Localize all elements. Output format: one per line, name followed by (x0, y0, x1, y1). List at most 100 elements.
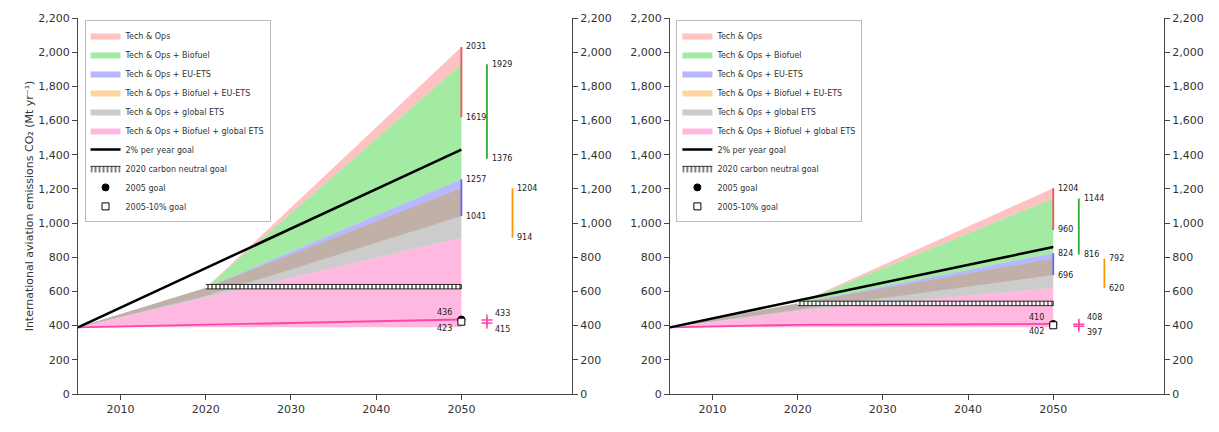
svg-text:824: 824 (1058, 249, 1073, 258)
svg-text:2005-10% goal: 2005-10% goal (126, 203, 187, 212)
svg-text:2020: 2020 (192, 403, 220, 416)
svg-text:Tech & Ops + EU-ETS: Tech & Ops + EU-ETS (125, 70, 211, 79)
svg-text:2010: 2010 (107, 403, 135, 416)
svg-text:800: 800 (49, 251, 70, 264)
svg-text:2,000: 2,000 (38, 46, 70, 59)
svg-text:2,200: 2,200 (38, 12, 70, 25)
svg-text:1,000: 1,000 (580, 217, 612, 230)
svg-text:2020: 2020 (784, 403, 812, 416)
svg-text:1,600: 1,600 (1172, 114, 1204, 127)
svg-text:2,000: 2,000 (1172, 46, 1204, 59)
svg-text:0: 0 (655, 388, 662, 401)
svg-text:200: 200 (1172, 354, 1193, 367)
svg-text:Tech & Ops + Biofuel + global: Tech & Ops + Biofuel + global ETS (125, 127, 264, 136)
svg-text:Tech & Ops + Biofuel: Tech & Ops + Biofuel (716, 51, 801, 60)
svg-text:436: 436 (437, 308, 452, 317)
svg-text:1,800: 1,800 (580, 80, 612, 93)
svg-text:1,400: 1,400 (38, 149, 70, 162)
svg-text:1,000: 1,000 (630, 217, 662, 230)
svg-text:1619: 1619 (466, 113, 486, 122)
svg-text:1,800: 1,800 (38, 80, 70, 93)
svg-text:Tech & Ops + Biofuel + EU-ETS: Tech & Ops + Biofuel + EU-ETS (125, 89, 251, 98)
svg-text:696: 696 (1058, 271, 1073, 280)
svg-text:2020 carbon neutral goal: 2020 carbon neutral goal (717, 165, 818, 174)
svg-text:415: 415 (495, 325, 510, 334)
svg-text:2005 goal: 2005 goal (717, 184, 757, 193)
svg-text:2005 goal: 2005 goal (126, 184, 166, 193)
svg-text:2% per year goal: 2% per year goal (126, 146, 195, 155)
svg-text:Tech & Ops: Tech & Ops (125, 32, 171, 41)
svg-text:1204: 1204 (1058, 184, 1078, 193)
svg-text:400: 400 (1172, 319, 1193, 332)
svg-text:200: 200 (49, 354, 70, 367)
svg-text:1929: 1929 (492, 60, 512, 69)
svg-text:2040: 2040 (362, 403, 390, 416)
svg-text:Tech & Ops: Tech & Ops (716, 32, 762, 41)
svg-text:0: 0 (63, 388, 70, 401)
svg-text:Tech & Ops + Biofuel + global: Tech & Ops + Biofuel + global ETS (716, 127, 855, 136)
svg-text:400: 400 (49, 319, 70, 332)
svg-text:1,600: 1,600 (580, 114, 612, 127)
svg-text:200: 200 (580, 354, 601, 367)
svg-text:1,600: 1,600 (630, 114, 662, 127)
svg-text:1,200: 1,200 (580, 183, 612, 196)
svg-text:2,200: 2,200 (630, 12, 662, 25)
svg-text:Tech & Ops + EU-ETS: Tech & Ops + EU-ETS (716, 70, 802, 79)
svg-text:2020 carbon neutral goal: 2020 carbon neutral goal (126, 165, 227, 174)
svg-text:Tech & Ops + Biofuel: Tech & Ops + Biofuel (125, 51, 210, 60)
svg-text:2010: 2010 (698, 403, 726, 416)
svg-text:International aviation emissio: International aviation emissions CO₂ (Mt… (23, 81, 36, 332)
svg-text:914: 914 (517, 233, 532, 242)
svg-text:2050: 2050 (447, 403, 475, 416)
svg-text:1,400: 1,400 (630, 149, 662, 162)
svg-text:1,800: 1,800 (630, 80, 662, 93)
svg-text:1144: 1144 (1084, 194, 1104, 203)
svg-text:1,400: 1,400 (1172, 149, 1204, 162)
svg-text:1,200: 1,200 (38, 183, 70, 196)
svg-text:1,800: 1,800 (1172, 80, 1204, 93)
svg-text:2,200: 2,200 (1172, 12, 1204, 25)
svg-text:400: 400 (580, 319, 601, 332)
svg-text:2,200: 2,200 (580, 12, 612, 25)
svg-text:1041: 1041 (466, 212, 486, 221)
svg-text:2030: 2030 (277, 403, 305, 416)
svg-text:Tech & Ops + global ETS: Tech & Ops + global ETS (125, 108, 225, 117)
svg-text:792: 792 (1109, 254, 1124, 263)
svg-text:1,600: 1,600 (38, 114, 70, 127)
svg-text:397: 397 (1087, 328, 1102, 337)
svg-text:2031: 2031 (466, 42, 486, 51)
svg-text:2040: 2040 (954, 403, 982, 416)
svg-text:0: 0 (1172, 388, 1179, 401)
svg-text:423: 423 (437, 324, 452, 333)
svg-text:600: 600 (1172, 285, 1193, 298)
svg-text:408: 408 (1087, 313, 1102, 322)
svg-text:600: 600 (580, 285, 601, 298)
svg-text:1376: 1376 (492, 154, 512, 163)
svg-text:0: 0 (580, 388, 587, 401)
svg-text:200: 200 (641, 354, 662, 367)
svg-text:800: 800 (641, 251, 662, 264)
svg-text:2,000: 2,000 (580, 46, 612, 59)
svg-text:960: 960 (1058, 225, 1073, 234)
svg-text:2050: 2050 (1039, 403, 1067, 416)
svg-text:1,400: 1,400 (580, 149, 612, 162)
svg-text:1,200: 1,200 (1172, 183, 1204, 196)
svg-text:2030: 2030 (869, 403, 897, 416)
svg-text:410: 410 (1029, 313, 1044, 322)
svg-text:433: 433 (495, 309, 510, 318)
svg-text:600: 600 (641, 285, 662, 298)
svg-text:800: 800 (580, 251, 601, 264)
svg-text:Tech & Ops + global ETS: Tech & Ops + global ETS (716, 108, 816, 117)
svg-text:600: 600 (49, 285, 70, 298)
svg-text:620: 620 (1109, 284, 1124, 293)
svg-text:400: 400 (641, 319, 662, 332)
svg-text:1204: 1204 (517, 184, 537, 193)
svg-text:2,000: 2,000 (630, 46, 662, 59)
svg-text:1,200: 1,200 (630, 183, 662, 196)
svg-text:1,000: 1,000 (1172, 217, 1204, 230)
svg-text:1257: 1257 (466, 175, 486, 184)
svg-text:1,000: 1,000 (38, 217, 70, 230)
svg-text:800: 800 (1172, 251, 1193, 264)
svg-text:816: 816 (1084, 250, 1099, 259)
svg-text:402: 402 (1029, 327, 1044, 336)
